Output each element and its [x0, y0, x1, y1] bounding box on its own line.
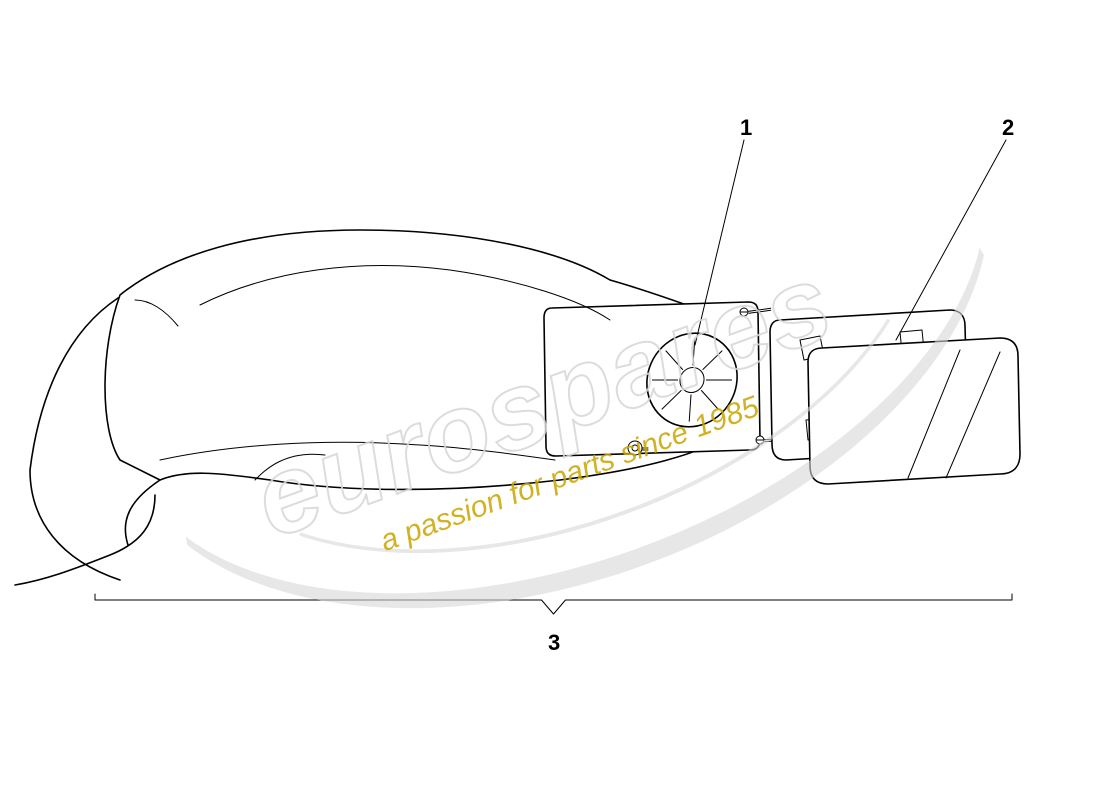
callout-label-1: 1 [740, 115, 752, 141]
exploded-view-svg [0, 0, 1100, 800]
diagram-canvas: { "canvas": { "width": 1100, "height": 8… [0, 0, 1100, 800]
callout-label-3: 3 [548, 630, 560, 656]
callout-label-2: 2 [1002, 115, 1014, 141]
